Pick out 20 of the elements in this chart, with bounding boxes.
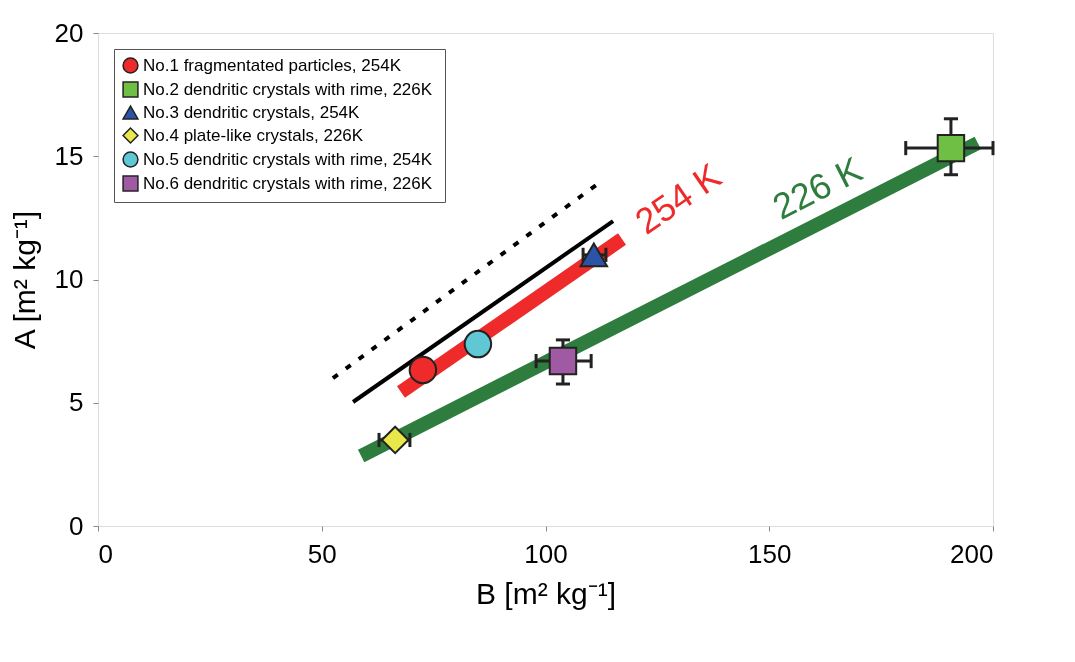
legend-label: No.2 dendritic crystals with rime, 226K [143, 79, 433, 99]
y-tick-label: 0 [69, 510, 84, 541]
annotation: 254 K [627, 154, 729, 243]
x-tick-label: 100 [524, 538, 568, 569]
legend-label: No.6 dendritic crystals with rime, 226K [143, 173, 433, 193]
legend-label: No.5 dendritic crystals with rime, 254K [143, 149, 433, 169]
annotation: 226 K [765, 148, 869, 228]
y-tick-label: 15 [54, 140, 84, 171]
x-tick-label: 150 [748, 538, 792, 569]
x-tick-label: 200 [950, 538, 994, 569]
y-tick-label: 5 [69, 387, 84, 418]
y-tick-label: 10 [54, 264, 84, 294]
legend-label: No.4 plate-like crystals, 226K [143, 125, 364, 145]
legend-label: No.3 dendritic crystals, 254K [143, 102, 361, 122]
x-axis-title: B [m² kg⁻¹] [475, 576, 617, 610]
y-axis-title: A [m² kg⁻¹] [7, 210, 41, 350]
y-tick-label: 20 [54, 17, 84, 48]
x-tick-label: 0 [98, 538, 113, 569]
legend-label: No.1 fragmentated particles, 254K [143, 55, 402, 75]
x-tick-label: 50 [307, 538, 337, 569]
